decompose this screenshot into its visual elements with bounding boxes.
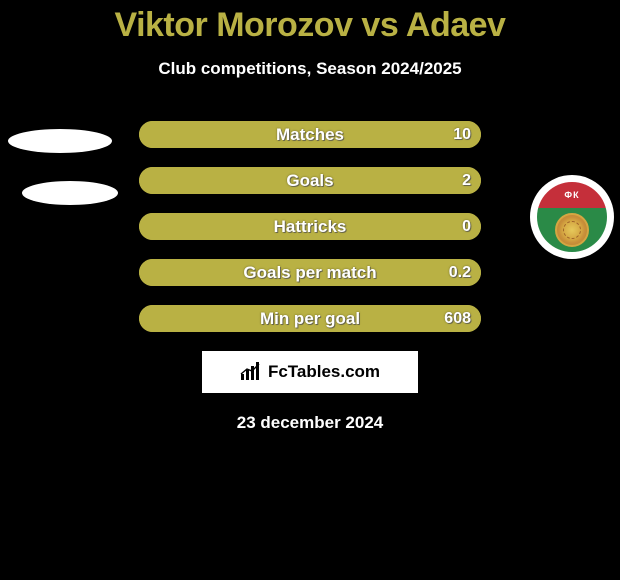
stat-right-value: 10 <box>453 126 471 144</box>
stat-bar: Min per goal608 <box>139 305 481 332</box>
stat-label: Goals <box>139 171 481 191</box>
source-brand: FcTables.com <box>268 362 380 382</box>
subtitle: Club competitions, Season 2024/2025 <box>0 59 620 79</box>
club-badge-text: ФК <box>537 182 607 208</box>
chart-icon <box>240 362 262 382</box>
stat-bar: Matches10 <box>139 121 481 148</box>
stats-area: ФК Matches10 Goals2 Hattricks0 Goals per ma… <box>0 121 620 433</box>
stat-right-value: 2 <box>462 172 471 190</box>
stat-right-value: 608 <box>444 310 471 328</box>
player-left-ellipse <box>22 181 118 205</box>
club-badge-inner: ФК <box>537 182 607 252</box>
club-badge-right: ФК <box>530 175 614 259</box>
stat-bar: Goals per match0.2 <box>139 259 481 286</box>
stat-label: Matches <box>139 125 481 145</box>
stat-bar: Goals2 <box>139 167 481 194</box>
stat-label: Hattricks <box>139 217 481 237</box>
stat-label: Min per goal <box>139 309 481 329</box>
stat-bars: Matches10 Goals2 Hattricks0 Goals per match… <box>139 121 481 332</box>
date-text: 23 december 2024 <box>0 413 620 433</box>
player-left-ellipse <box>8 129 112 153</box>
stat-label: Goals per match <box>139 263 481 283</box>
source-box: FcTables.com <box>202 351 418 393</box>
stat-right-value: 0 <box>462 218 471 236</box>
stat-right-value: 0.2 <box>449 264 471 282</box>
club-badge-circle <box>555 213 589 247</box>
stat-bar: Hattricks0 <box>139 213 481 240</box>
club-badge-emblem <box>537 208 607 252</box>
page-title: Viktor Morozov vs Adaev <box>0 0 620 45</box>
